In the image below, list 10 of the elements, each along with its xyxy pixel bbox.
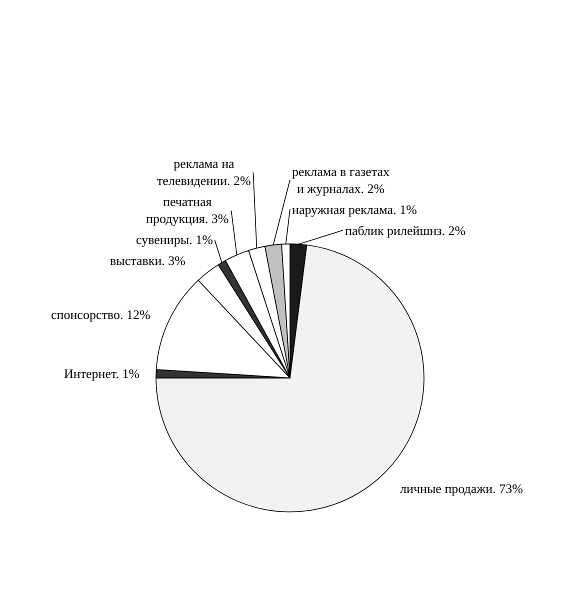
slice-label: паблик рилейшнз. 2% [345,223,466,238]
slice-label: реклама в газетах и журналах. 2% [292,164,390,196]
slice-label: личные продажи. 73% [400,481,524,496]
slice-label: сувениры. 1% [136,232,214,247]
slice-label: реклама на телевидении. 2% [157,156,252,188]
slice-label: печатная продукция. 3% [146,194,229,226]
slice-label: наружная реклама. 1% [292,202,418,217]
slice-label: спонсорство. 12% [51,307,150,322]
slice-label: Интернет. 1% [64,366,140,381]
slice-label: выставки. 3% [110,253,186,268]
